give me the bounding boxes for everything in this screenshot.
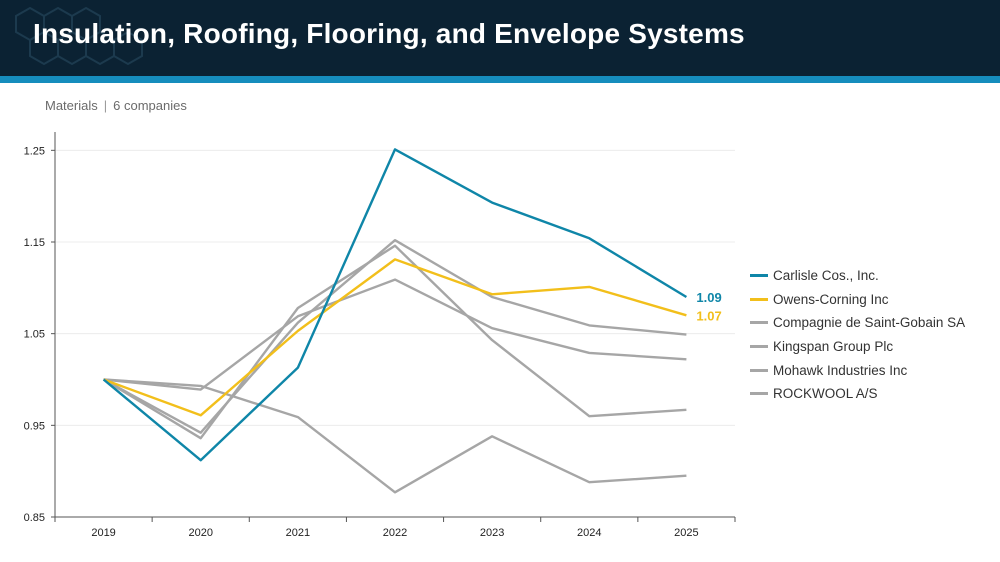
subtitle-separator: | (103, 98, 108, 113)
header-accent-band (0, 76, 1000, 83)
series-line-carlisle-cos-inc (102, 148, 688, 462)
series-line-owens-corning-inc (103, 258, 687, 417)
legend-item: Owens-Corning Inc (750, 288, 965, 312)
legend-item: ROCKWOOL A/S (750, 382, 965, 406)
legend-label: Compagnie de Saint-Gobain SA (773, 315, 966, 331)
y-tick-label: 1.25 (24, 145, 45, 157)
series-line-rockwool-a-s (103, 238, 687, 434)
legend-label: Kingspan Group Plc (773, 339, 894, 355)
legend-item: Kingspan Group Plc (750, 335, 965, 359)
chart-subtitle: Materials | 6 companies (45, 98, 187, 113)
x-tick-label: 2022 (383, 527, 407, 539)
page-title: Insulation, Roofing, Flooring, and Envel… (33, 18, 745, 49)
series-line-compagnie-de-saint-gobain-sa (103, 278, 687, 391)
x-tick-label: 2024 (577, 527, 601, 539)
x-tick-label: 2020 (188, 527, 212, 539)
legend-label: Owens-Corning Inc (773, 291, 889, 307)
legend-item: Mohawk Industries Inc (750, 358, 965, 382)
sector-label: Materials (45, 98, 98, 113)
y-tick-label: 1.15 (24, 237, 45, 249)
legend-swatch (750, 297, 768, 301)
company-count: 6 companies (113, 98, 187, 113)
x-tick-label: 2025 (674, 527, 698, 539)
legend-swatch (750, 345, 768, 349)
x-tick-label: 2021 (286, 527, 310, 539)
series-line-kingspan-group-plc (102, 244, 687, 440)
legend-item: Carlisle Cos., Inc. (750, 264, 965, 288)
x-tick-label: 2023 (480, 527, 504, 539)
legend-label: ROCKWOOL A/S (773, 386, 878, 402)
header-bar: Insulation, Roofing, Flooring, and Envel… (0, 0, 1000, 76)
legend-swatch (750, 392, 768, 396)
legend-swatch (750, 321, 768, 325)
hexagon-pattern-icon (15, 6, 143, 66)
x-tick-label: 2019 (91, 527, 115, 539)
legend-swatch (750, 368, 768, 372)
end-value-label-owens-corning-inc: 1.07 (696, 308, 721, 323)
end-value-label-carlisle-cos-inc: 1.09 (696, 290, 721, 305)
y-tick-label: 0.95 (24, 420, 45, 432)
chart-legend: Carlisle Cos., Inc. Owens-Corning Inc Comp… (750, 264, 965, 406)
series-line-mohawk-industries-inc (103, 378, 687, 494)
legend-item: Compagnie de Saint-Gobain SA (750, 311, 965, 335)
legend-label: Carlisle Cos., Inc. (773, 268, 879, 284)
y-tick-label: 0.85 (24, 512, 45, 524)
y-tick-label: 1.05 (24, 329, 45, 341)
legend-label: Mohawk Industries Inc (773, 362, 908, 378)
legend-swatch (750, 274, 768, 278)
